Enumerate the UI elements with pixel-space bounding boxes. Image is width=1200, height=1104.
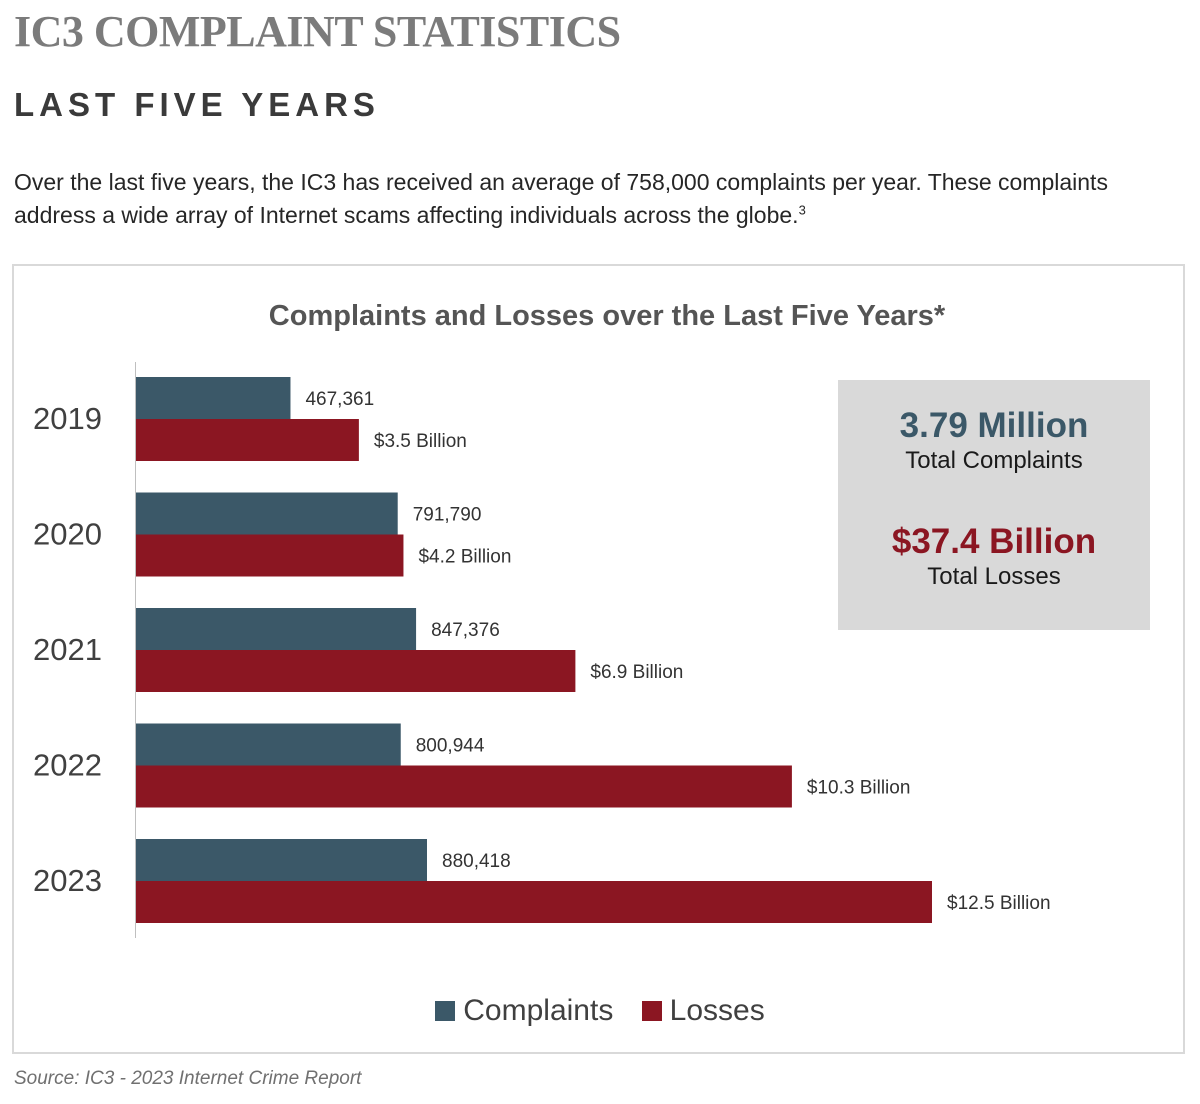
year-label-2021: 2021 — [33, 632, 102, 667]
losses-label-2019: $3.5 Billion — [374, 431, 467, 452]
total-complaints-value: 3.79 Million — [899, 406, 1089, 445]
year-label-2023: 2023 — [33, 863, 102, 898]
losses-label-2023: $12.5 Billion — [947, 893, 1051, 914]
losses-bar-2019 — [136, 419, 359, 461]
complaints-label-2019: 467,361 — [305, 389, 374, 410]
complaints-bar-2023 — [136, 839, 427, 881]
chart-frame — [12, 264, 1185, 1054]
legend-swatch-losses — [641, 1001, 662, 1021]
legend-swatch-complaints — [435, 1001, 456, 1021]
intro-text: Over the last five years, the IC3 has re… — [14, 169, 1108, 228]
totals-box: 3.79 Million Total Complaints $37.4 Bill… — [838, 380, 1150, 630]
complaints-label-2021: 847,376 — [431, 620, 500, 641]
chart-legend: Complaints Losses — [0, 994, 1200, 1028]
complaints-label-2023: 880,418 — [442, 851, 511, 872]
losses-label-2022: $10.3 Billion — [807, 778, 911, 799]
losses-label-2021: $6.9 Billion — [590, 662, 683, 683]
losses-bar-2022 — [136, 765, 792, 808]
source-note: Source: IC3 - 2023 Internet Crime Report — [14, 1068, 362, 1089]
complaints-bar-2021 — [136, 608, 417, 650]
legend-label-complaints: Complaints — [463, 994, 614, 1027]
total-losses-label: Total Losses — [927, 563, 1061, 590]
complaints-bar-2019 — [136, 377, 291, 419]
year-label-2020: 2020 — [33, 517, 102, 552]
chart-title: Complaints and Losses over the Last Five… — [268, 300, 946, 332]
complaints-label-2020: 791,790 — [413, 505, 482, 526]
complaints-label-2022: 800,944 — [416, 736, 485, 757]
losses-bar-2023 — [136, 881, 932, 923]
losses-bar-2021 — [136, 650, 576, 692]
legend-label-losses: Losses — [669, 994, 765, 1027]
losses-label-2020: $4.2 Billion — [418, 547, 511, 568]
total-losses-value: $37.4 Billion — [891, 522, 1097, 561]
complaints-bar-2020 — [136, 492, 398, 535]
complaints-bar-2022 — [136, 723, 401, 766]
year-label-2019: 2019 — [33, 401, 102, 436]
intro-paragraph: Over the last five years, the IC3 has re… — [14, 166, 1194, 232]
losses-bar-2020 — [136, 534, 404, 577]
intro-footnote: 3 — [798, 202, 806, 218]
total-complaints-label: Total Complaints — [905, 447, 1083, 474]
page-subtitle: LAST FIVE YEARS — [14, 86, 380, 123]
legend-item-complaints: Complaints — [435, 994, 613, 1028]
year-label-2022: 2022 — [33, 748, 102, 783]
legend-item-losses: Losses — [641, 994, 765, 1028]
page-title: IC3 COMPLAINT STATISTICS — [14, 7, 621, 56]
